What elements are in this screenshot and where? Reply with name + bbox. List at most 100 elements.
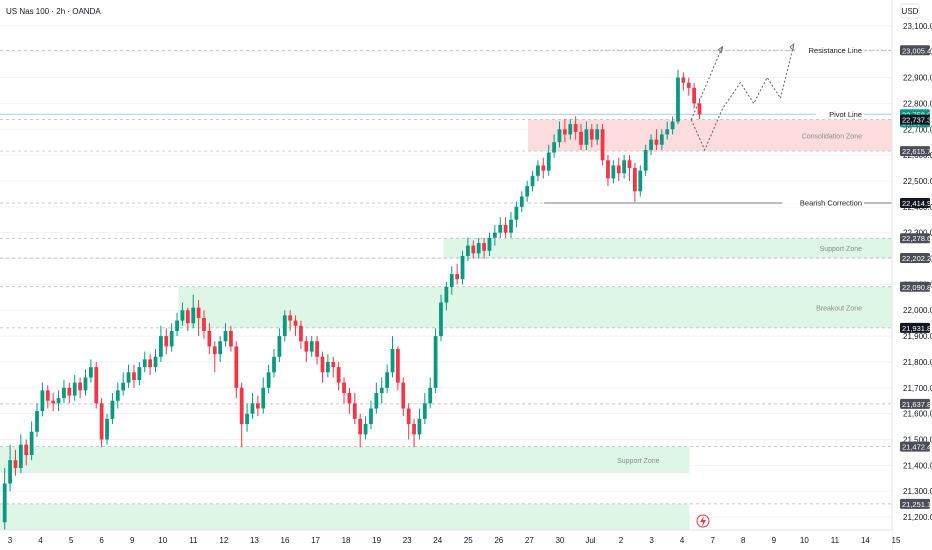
candle-body bbox=[509, 219, 513, 233]
candle-body bbox=[417, 418, 422, 435]
candle-body bbox=[606, 160, 610, 179]
level-label-bg bbox=[782, 196, 864, 207]
candle-body bbox=[239, 387, 244, 424]
x-tick-label: 9 bbox=[130, 536, 135, 545]
candle-body bbox=[261, 387, 266, 409]
candle-body bbox=[255, 403, 260, 409]
x-tick-label: 14 bbox=[861, 536, 870, 545]
candle-body bbox=[288, 315, 293, 321]
x-tick-label: 10 bbox=[158, 536, 167, 545]
price-badge-label: 21,251.1 bbox=[902, 500, 931, 509]
candle-body bbox=[137, 367, 142, 381]
candle-body bbox=[218, 341, 223, 355]
candle-body bbox=[638, 170, 643, 192]
candle-body bbox=[24, 444, 29, 456]
candle-body bbox=[363, 424, 368, 435]
candle-body bbox=[654, 139, 659, 145]
projection-line bbox=[690, 43, 795, 152]
lightning-icon[interactable] bbox=[696, 514, 710, 528]
x-tick-label: 12 bbox=[219, 536, 228, 545]
level-line-label: Pivot Line bbox=[829, 110, 862, 119]
candle-body bbox=[99, 403, 104, 440]
candle-body bbox=[132, 372, 136, 381]
candle-body bbox=[72, 382, 77, 396]
candle-body bbox=[444, 286, 449, 303]
candle-body bbox=[196, 307, 201, 318]
candle-body bbox=[62, 387, 66, 399]
candle-body bbox=[627, 160, 632, 169]
candle-body bbox=[277, 336, 282, 357]
projection-arrowhead bbox=[789, 43, 795, 51]
candle-body bbox=[325, 361, 330, 373]
x-tick-label: 6 bbox=[99, 536, 104, 545]
candle-body bbox=[304, 341, 309, 352]
candle-body bbox=[514, 206, 519, 220]
candle-body bbox=[676, 77, 680, 122]
candle-body bbox=[282, 315, 287, 337]
candle-body bbox=[584, 129, 589, 145]
price-badge-label: 21,637.8 bbox=[902, 400, 931, 409]
candle-body bbox=[148, 359, 153, 368]
candle-body bbox=[83, 377, 88, 391]
y-tick-label: 21,500.0 bbox=[903, 436, 932, 445]
price-badge-label: 23,005.4 bbox=[902, 46, 931, 55]
candle-body bbox=[207, 330, 212, 347]
y-tick-label: 22,500.0 bbox=[903, 177, 932, 186]
candle-body bbox=[482, 243, 486, 251]
candle-body bbox=[498, 224, 503, 233]
candle-body bbox=[412, 424, 416, 435]
candle-body bbox=[530, 175, 535, 187]
candle-body bbox=[320, 356, 325, 373]
candle-body bbox=[40, 390, 45, 412]
price-badge bbox=[900, 398, 930, 409]
candle-body bbox=[692, 87, 697, 104]
candle-body bbox=[449, 274, 454, 287]
candle-body bbox=[492, 232, 497, 238]
candle-body bbox=[358, 418, 363, 435]
currency-button[interactable] bbox=[900, 3, 920, 19]
price-badge bbox=[900, 146, 930, 157]
candle-body bbox=[51, 400, 56, 404]
price-badge bbox=[900, 322, 930, 333]
candle-body bbox=[616, 165, 621, 174]
candle-body bbox=[13, 460, 18, 468]
candle-body bbox=[180, 310, 185, 321]
price-axis[interactable] bbox=[892, 0, 932, 550]
candle-body bbox=[611, 165, 616, 179]
time-axis[interactable] bbox=[0, 530, 892, 550]
x-tick-label: 27 bbox=[525, 536, 534, 545]
candle-body bbox=[385, 372, 390, 388]
x-tick-label: 4 bbox=[680, 536, 685, 545]
level-line-label: Resistance Line bbox=[809, 46, 862, 55]
candle-body bbox=[105, 418, 109, 440]
candle-body bbox=[159, 336, 163, 357]
candle-body bbox=[229, 330, 233, 347]
candle-body bbox=[29, 431, 34, 456]
x-tick-label: 7 bbox=[710, 536, 715, 545]
y-tick-label: 21,200.0 bbox=[903, 513, 932, 522]
candle-body bbox=[568, 124, 573, 135]
candle-body bbox=[401, 382, 406, 409]
x-tick-label: 30 bbox=[555, 536, 564, 545]
x-tick-label: 26 bbox=[494, 536, 503, 545]
candle-body bbox=[202, 318, 206, 331]
x-tick-label: 3 bbox=[8, 536, 13, 545]
candle-body bbox=[466, 245, 470, 256]
x-tick-label: 11 bbox=[189, 536, 198, 545]
chart-title: US Nas 100 · 2h · OANDA bbox=[6, 7, 101, 16]
candle-body bbox=[681, 77, 686, 83]
candle-body bbox=[234, 346, 239, 388]
candle-body bbox=[390, 349, 395, 373]
candle-body bbox=[299, 325, 303, 342]
candle-body bbox=[476, 243, 481, 254]
x-tick-label: 17 bbox=[311, 536, 320, 545]
candle-body bbox=[643, 149, 648, 171]
candle-body bbox=[536, 165, 540, 176]
candle-body bbox=[595, 129, 600, 140]
candle-body bbox=[589, 129, 594, 140]
price-badge bbox=[900, 281, 930, 292]
zone-rect bbox=[0, 503, 690, 530]
candle-body bbox=[185, 310, 190, 324]
zone-rect bbox=[528, 119, 892, 152]
